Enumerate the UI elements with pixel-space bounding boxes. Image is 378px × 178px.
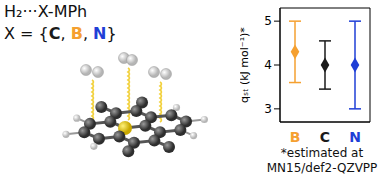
- svg-text:qₛₜ (kJ mol⁻¹)*: qₛₜ (kJ mol⁻¹)*: [240, 27, 251, 103]
- html-text:X = {C, B, N}: X = {C, B, N}: [4, 24, 117, 43]
- svg-text:*estimated at: *estimated at: [281, 146, 364, 160]
- svg-text:B: B: [290, 129, 301, 144]
- svg-text:C: C: [320, 129, 330, 144]
- html-text:H₂···X-MPh: H₂···X-MPh: [4, 2, 88, 21]
- svg-text:3: 3: [264, 102, 272, 116]
- svg-text:4: 4: [264, 58, 272, 72]
- svg-text:N: N: [349, 129, 361, 144]
- svg-text:MN15/def2-QZVPP: MN15/def2-QZVPP: [267, 161, 370, 175]
- svg-text:5: 5: [264, 14, 272, 28]
